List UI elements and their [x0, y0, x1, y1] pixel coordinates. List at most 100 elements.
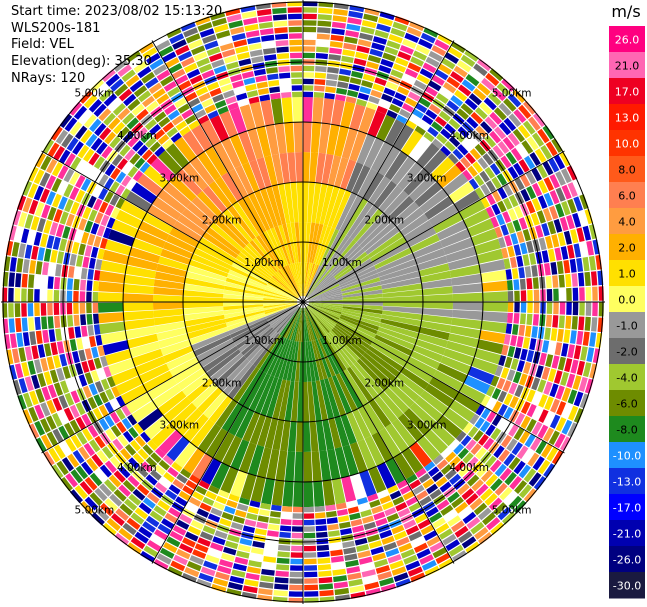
radar-bin [342, 49, 356, 57]
radar-bin [96, 225, 106, 237]
radar-bin [124, 318, 155, 331]
radar-bin [86, 280, 93, 291]
radar-bin [169, 33, 185, 45]
radar-bin [526, 350, 535, 363]
radar-bin [310, 122, 322, 153]
radar-bin [533, 302, 540, 314]
radar-bin [452, 309, 483, 321]
radar-bin [328, 376, 346, 416]
radar-bin [378, 64, 392, 74]
radar-bin [222, 209, 253, 243]
radar-bin [540, 145, 553, 160]
range-ring-label: 4.00km [117, 130, 157, 142]
radar-bin [322, 419, 335, 451]
radar-bin [341, 55, 354, 64]
radar-bin [60, 380, 70, 394]
radar-bin [479, 259, 506, 274]
radar-bin [87, 424, 99, 438]
radar-bin [376, 23, 391, 33]
radar-bin [331, 21, 346, 29]
radar-bin [260, 188, 278, 228]
radar-bin [248, 43, 262, 51]
radar-bin [523, 361, 532, 375]
radar-bin [493, 107, 507, 121]
radar-bin [183, 310, 224, 321]
radar-bin [174, 442, 198, 468]
radar-bin [408, 502, 422, 513]
radar-bin [427, 126, 439, 138]
radar-bin [263, 302, 297, 305]
radar-bin [508, 456, 521, 471]
radar-bin [447, 515, 461, 527]
colorbar-segment [609, 338, 645, 365]
radar-bin [276, 53, 290, 60]
radar-bin [189, 555, 204, 566]
radar-bin [124, 274, 155, 287]
radar-bin [459, 383, 486, 404]
radar-bin [443, 348, 475, 366]
radar-bin [390, 27, 406, 38]
radar-bin [331, 190, 352, 229]
radar-bin [156, 553, 172, 565]
radar-bin [499, 467, 512, 481]
radar-bin [295, 152, 303, 183]
radar-bin [304, 591, 319, 597]
radar-bin [236, 503, 249, 512]
radar-bin [343, 369, 369, 406]
radar-bin [592, 286, 598, 301]
radar-bin [454, 392, 481, 413]
radar-bin [444, 140, 456, 152]
radar-bin [63, 183, 74, 198]
radar-bin [520, 188, 531, 202]
radar-bin [34, 359, 43, 374]
radar-bin [116, 421, 127, 434]
radar-bin [105, 239, 132, 256]
radar-bin [115, 408, 126, 421]
radar-bin [559, 151, 571, 167]
radar-bin [394, 92, 407, 102]
radar-bin [164, 104, 177, 116]
radar-bin [397, 51, 412, 61]
radar-bin [162, 121, 175, 133]
radar-bin [88, 257, 96, 269]
radar-bin [423, 27, 439, 38]
radar-bin [567, 244, 575, 259]
radar-bin [292, 262, 302, 297]
radar-bin [560, 168, 572, 184]
radar-bin [205, 490, 217, 501]
radar-bin [393, 530, 407, 541]
radar-bin [516, 445, 529, 460]
radar-bin [274, 27, 288, 34]
radar-bin [418, 120, 430, 131]
radar-bin [514, 290, 520, 302]
radar-bin [428, 80, 442, 92]
radar-bin [22, 332, 30, 347]
radar-bin [374, 77, 387, 86]
radar-bin [367, 493, 379, 502]
radar-bin [558, 315, 565, 329]
radar-bin [428, 103, 442, 115]
radar-bin [318, 123, 331, 154]
radar-bin [526, 240, 534, 253]
radar-bin [392, 496, 405, 506]
radar-bin [91, 346, 99, 359]
radar-bin [405, 525, 420, 536]
radar-bin [191, 45, 206, 56]
radar-bin [341, 475, 357, 503]
radar-bin [93, 235, 102, 248]
radar-bin [288, 26, 302, 33]
radar-bin [566, 287, 572, 301]
radar-bin [468, 178, 479, 190]
radar-bin [8, 318, 16, 333]
radar-bin [503, 491, 518, 505]
radar-bin [421, 314, 453, 325]
radar-bin [497, 403, 508, 417]
radar-bin [343, 198, 368, 235]
radar-bin [399, 108, 411, 119]
radar-bin [382, 501, 394, 511]
radar-bin [348, 578, 363, 587]
radar-bin [256, 81, 268, 89]
radar-bin [105, 349, 132, 366]
radar-bin [393, 124, 414, 151]
radar-bin [389, 490, 402, 500]
